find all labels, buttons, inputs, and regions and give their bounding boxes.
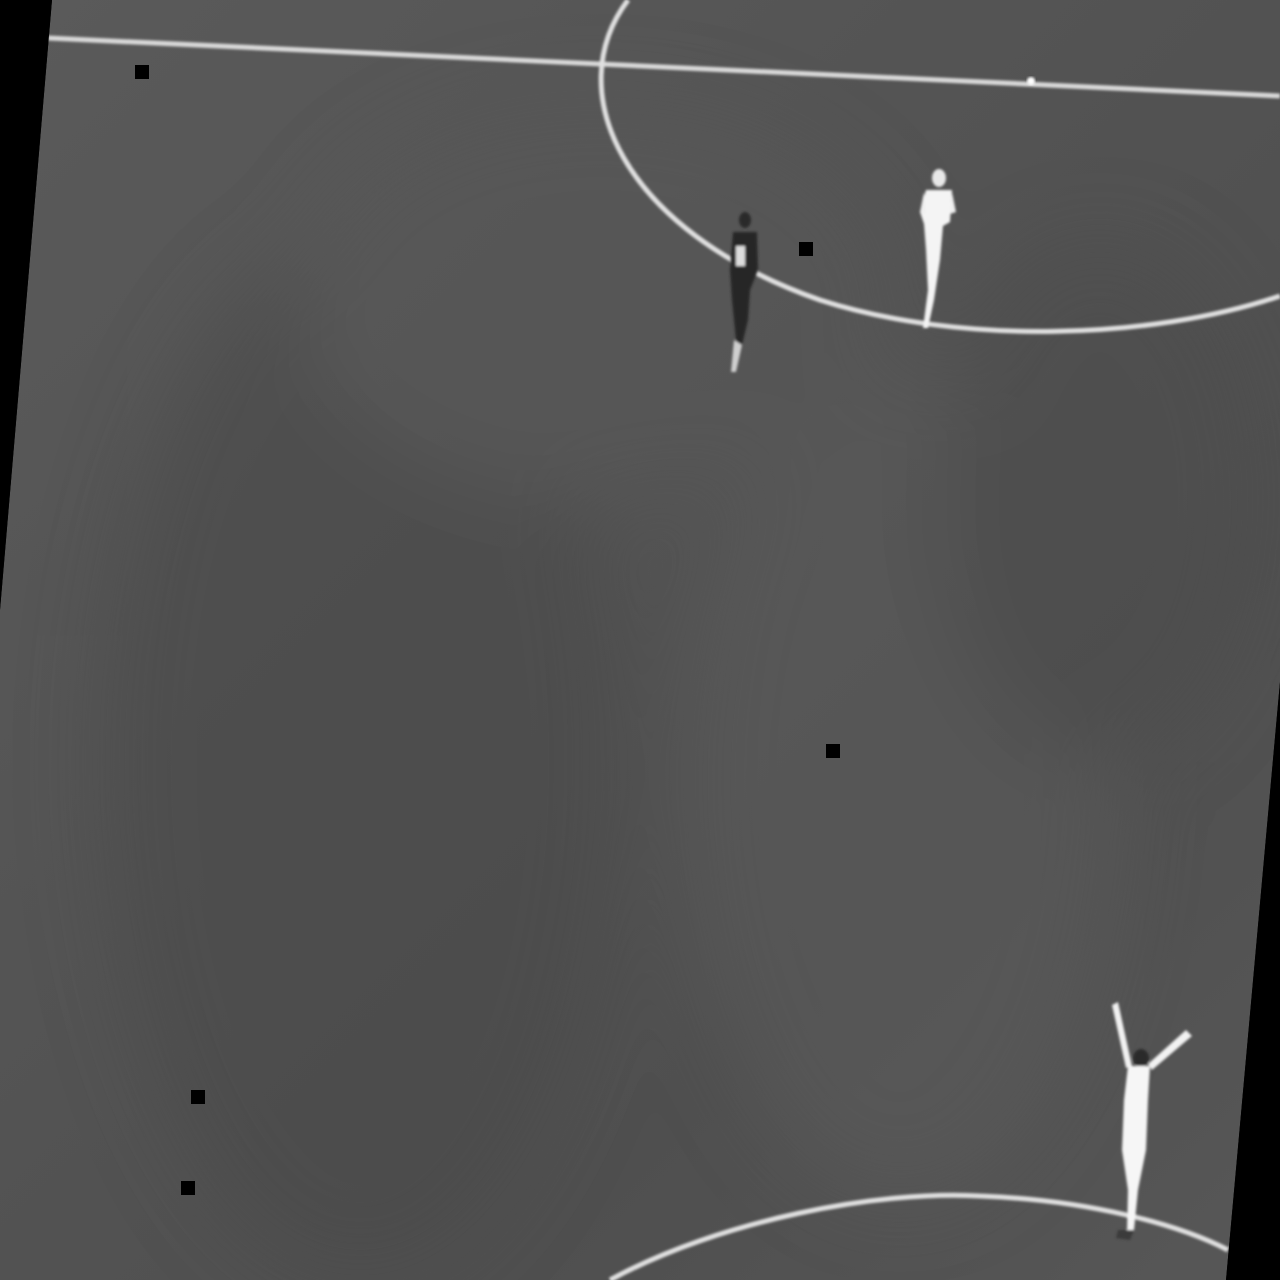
lower-circle-arc <box>608 1192 1230 1280</box>
marker <box>826 744 840 758</box>
marker <box>135 65 149 79</box>
player-dark-kit-walking <box>730 212 758 372</box>
player-light-kit-walking <box>920 169 956 328</box>
pitch-line-top <box>47 35 1280 99</box>
marker <box>799 242 813 256</box>
center-spot <box>1027 77 1035 85</box>
player-light-kit-celebrating <box>1112 1002 1192 1240</box>
marker <box>191 1090 205 1104</box>
center-circle-arc <box>598 0 1280 334</box>
marker <box>181 1181 195 1195</box>
markers <box>135 65 840 1195</box>
pitch-texture <box>100 100 1260 1280</box>
